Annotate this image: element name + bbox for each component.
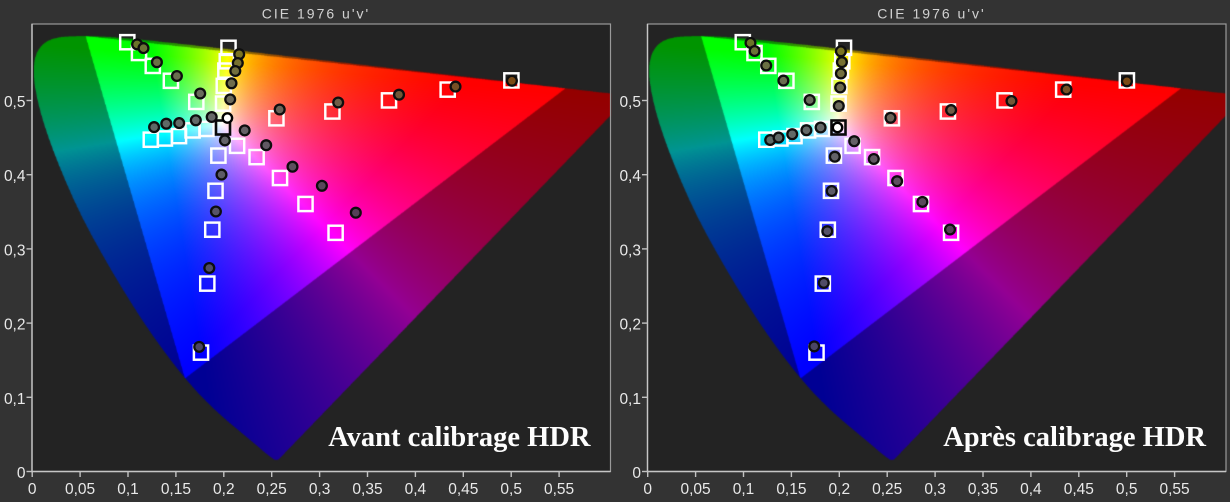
svg-text:0,45: 0,45 (1064, 481, 1094, 498)
svg-text:0,4: 0,4 (4, 168, 26, 185)
svg-text:0,25: 0,25 (257, 481, 287, 498)
svg-text:0,4: 0,4 (405, 481, 427, 498)
svg-text:0,4: 0,4 (619, 168, 641, 185)
svg-text:0,3: 0,3 (4, 242, 26, 259)
svg-text:0,15: 0,15 (776, 481, 806, 498)
svg-text:0,1: 0,1 (117, 481, 139, 498)
svg-text:0,5: 0,5 (1116, 481, 1138, 498)
svg-text:0,5: 0,5 (619, 94, 641, 111)
svg-text:0,1: 0,1 (733, 481, 755, 498)
svg-text:0,15: 0,15 (161, 481, 191, 498)
svg-text:0,05: 0,05 (681, 481, 711, 498)
svg-text:CIE 1976 u'v': CIE 1976 u'v' (262, 6, 370, 22)
svg-text:0,3: 0,3 (309, 481, 331, 498)
svg-text:0,05: 0,05 (65, 481, 95, 498)
svg-text:0,35: 0,35 (352, 481, 382, 498)
svg-text:0,55: 0,55 (1160, 481, 1190, 498)
svg-text:0,3: 0,3 (619, 242, 641, 259)
svg-text:0,3: 0,3 (924, 481, 946, 498)
svg-text:0,55: 0,55 (544, 481, 574, 498)
svg-text:0,25: 0,25 (872, 481, 902, 498)
svg-text:Avant calibrage HDR: Avant calibrage HDR (328, 422, 591, 453)
svg-text:0,2: 0,2 (4, 317, 26, 334)
svg-text:Après calibrage HDR: Après calibrage HDR (943, 422, 1206, 453)
svg-text:0: 0 (17, 465, 26, 482)
svg-text:0,2: 0,2 (829, 481, 851, 498)
svg-text:0,5: 0,5 (500, 481, 522, 498)
svg-text:0,4: 0,4 (1020, 481, 1042, 498)
svg-text:0: 0 (632, 465, 641, 482)
svg-text:CIE 1976 u'v': CIE 1976 u'v' (877, 6, 985, 22)
svg-text:0,5: 0,5 (4, 94, 26, 111)
svg-text:0,2: 0,2 (213, 481, 235, 498)
svg-text:0,35: 0,35 (968, 481, 998, 498)
svg-text:0,1: 0,1 (619, 391, 641, 408)
svg-text:0,1: 0,1 (4, 391, 26, 408)
svg-text:0,45: 0,45 (448, 481, 478, 498)
svg-text:0: 0 (28, 481, 37, 498)
svg-text:0,2: 0,2 (619, 317, 641, 334)
svg-text:0: 0 (643, 481, 652, 498)
